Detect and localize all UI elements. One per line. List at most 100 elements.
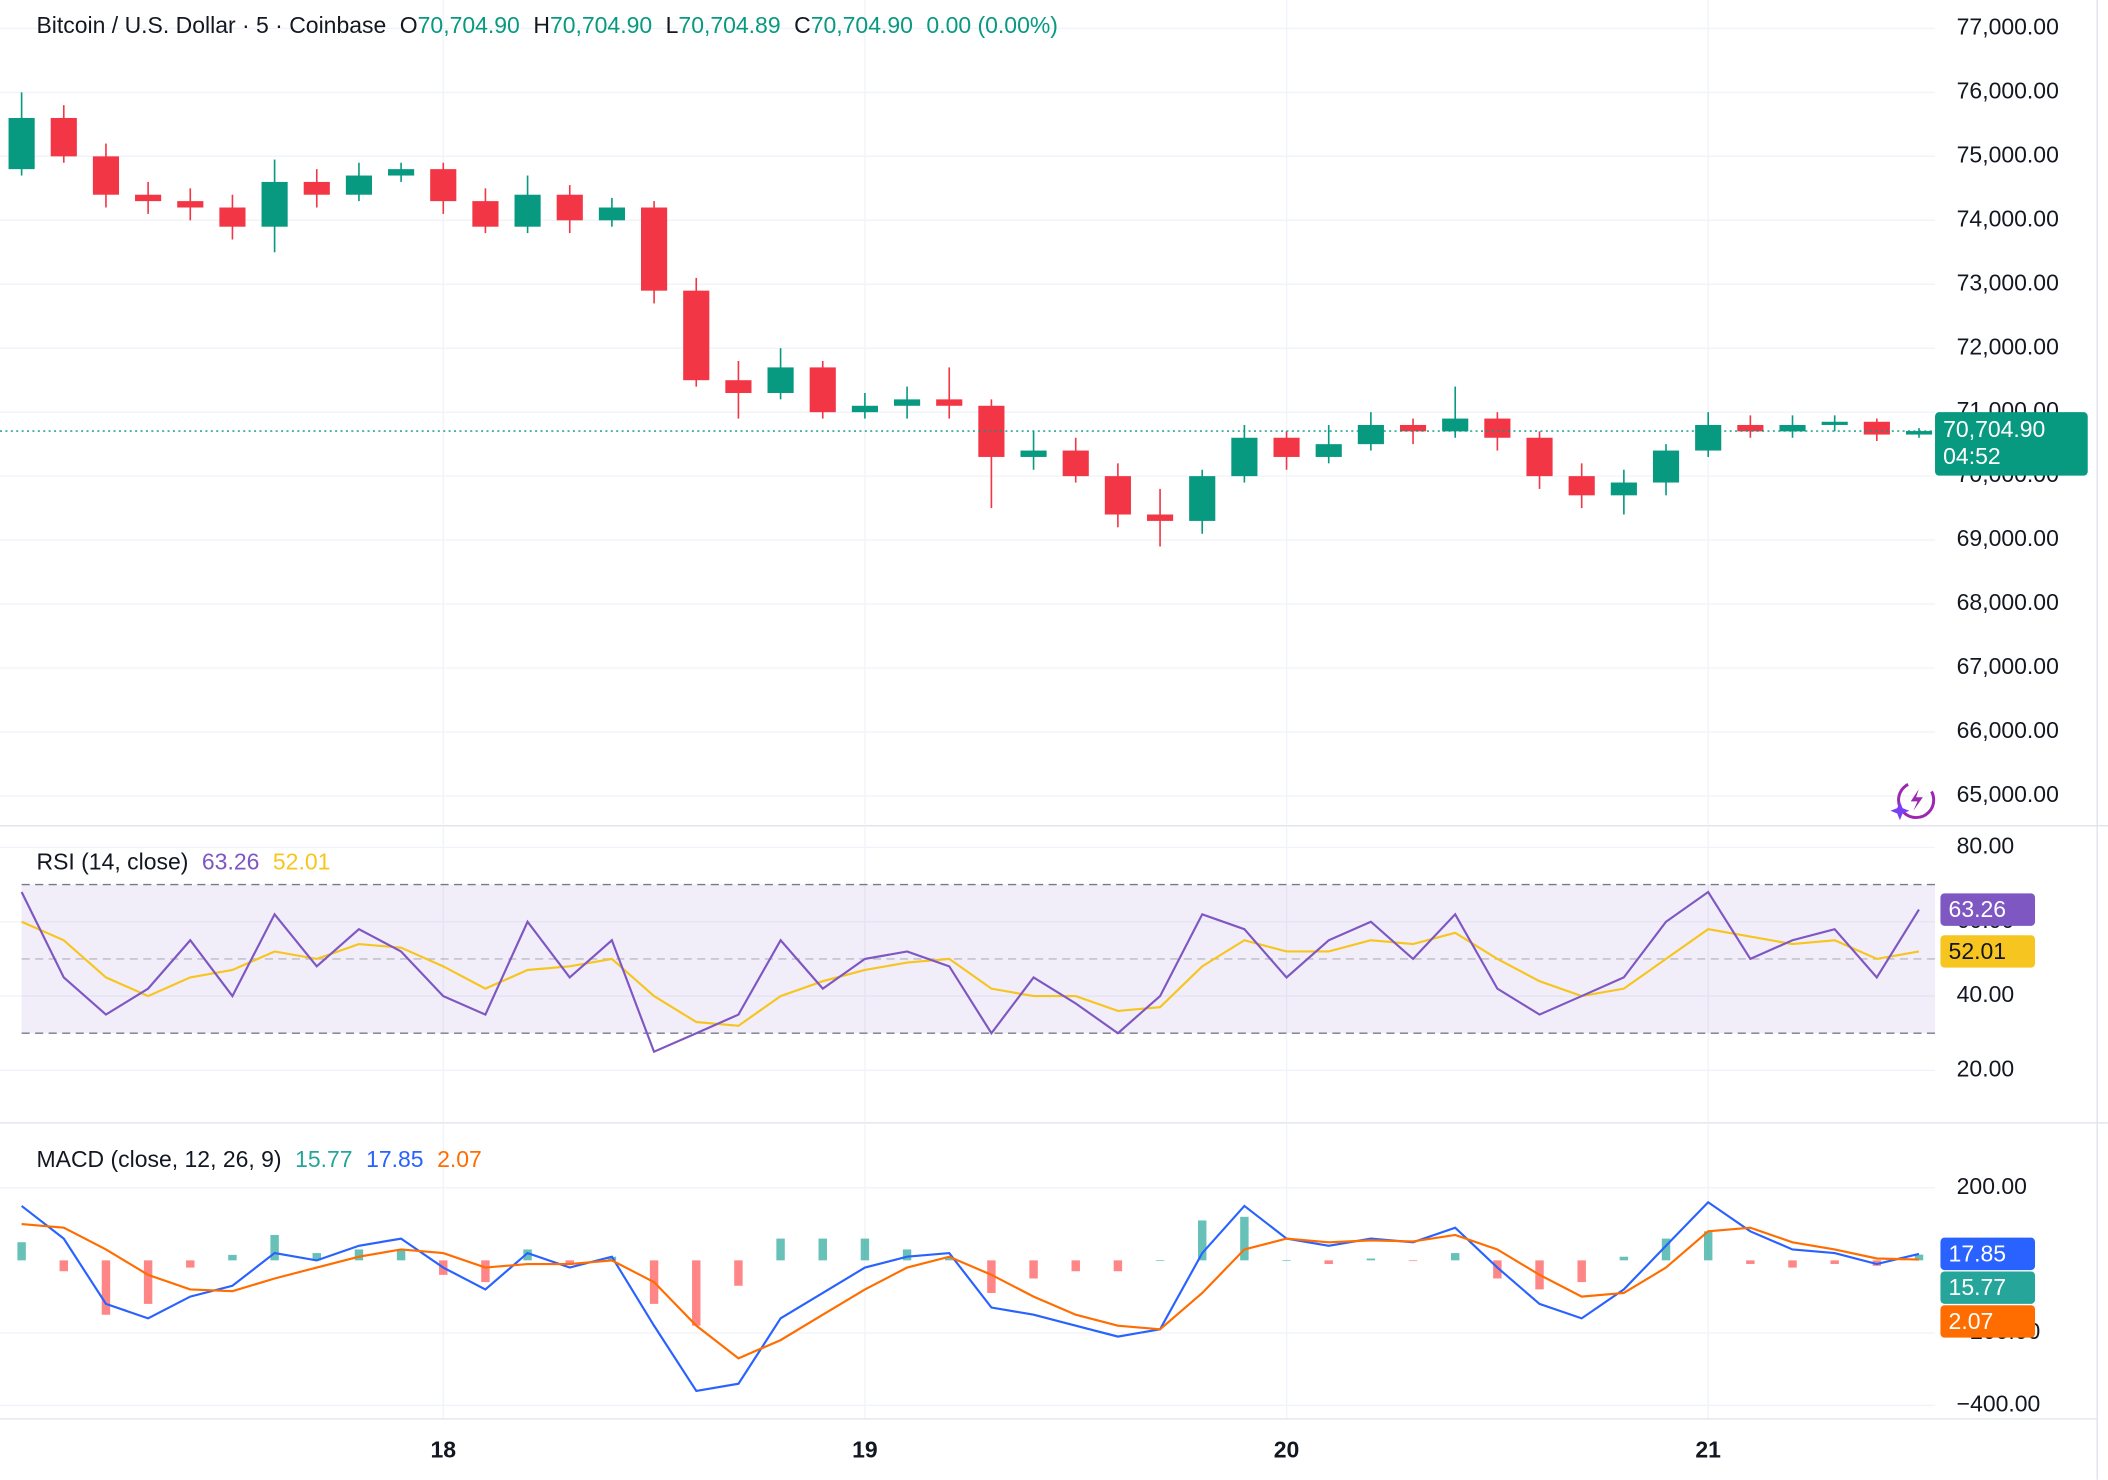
value-tag: 15.77 (1940, 1271, 2036, 1304)
value-tag-text: 52.01 (1949, 938, 2006, 964)
candle-body (1610, 482, 1637, 496)
legend-change: 0.00 (0.00%) (926, 12, 1058, 38)
histogram-bar (987, 1260, 996, 1293)
icon-bolt (1910, 789, 1923, 811)
y-tick-label: 68,000.00 (1957, 589, 2059, 615)
candle-body (1652, 450, 1680, 483)
plots (0, 92, 1936, 1393)
legend-value: 70,704.89 (678, 12, 780, 38)
candle-body (1273, 437, 1300, 457)
histogram-bar (101, 1260, 111, 1315)
candle-body (767, 367, 794, 393)
candle-body (1315, 444, 1342, 457)
legend-key: H (533, 12, 550, 38)
assistant-icon[interactable] (1890, 780, 1936, 821)
y-tick-label: 40.00 (1957, 981, 2014, 1007)
candle-body (303, 181, 330, 195)
candle-body (1779, 424, 1806, 432)
indicator-line (21, 1222, 1919, 1360)
candle-body (851, 405, 878, 413)
histogram-bar (59, 1260, 69, 1272)
value-tag-box (1940, 1305, 2036, 1338)
histogram-bar (1240, 1216, 1249, 1261)
header-legend: Bitcoin / U.S. Dollar · 5 · Coinbase O70,… (36, 12, 1057, 38)
candle-body (50, 117, 77, 157)
candle-body (893, 399, 921, 406)
candle-body (1020, 450, 1047, 457)
histogram-bar (143, 1260, 153, 1304)
candle-body (1905, 431, 1933, 435)
candle-body (1442, 418, 1469, 432)
x-tick-label: 21 (1695, 1436, 1721, 1462)
candle-body (430, 169, 457, 202)
value-tag: 2.07 (1940, 1305, 2036, 1338)
candle-body (1484, 418, 1511, 438)
y-tick-label: 74,000.00 (1957, 205, 2059, 231)
indicator-line (20, 1200, 1920, 1393)
histogram-bar (776, 1238, 785, 1261)
histogram-bar (270, 1234, 279, 1261)
y-tick-label: 66,000.00 (1957, 717, 2059, 743)
candle-body (1104, 476, 1131, 515)
candle-body (1146, 514, 1174, 521)
candle-body (1695, 424, 1722, 451)
histogram-bar (228, 1254, 237, 1261)
value-tag-box (1940, 1237, 2036, 1271)
histogram-bar (945, 1256, 954, 1261)
histogram-bar (734, 1260, 743, 1286)
candle-body (345, 175, 373, 195)
histogram-bar (1661, 1238, 1671, 1261)
icon-ring (1897, 780, 1936, 820)
histogram-bar (1408, 1260, 1418, 1262)
candle-body (1357, 424, 1384, 445)
y-tick-label: 20.00 (1957, 1055, 2014, 1081)
histogram-bar (1746, 1260, 1755, 1264)
value-tag-box (1940, 893, 2036, 926)
indicator-value: 63.26 (202, 849, 259, 875)
value-tag-text: 63.26 (1949, 896, 2006, 922)
indicator-value: 52.01 (273, 849, 330, 875)
legend-value: 70,704.90 (811, 12, 913, 38)
histogram-bar (818, 1238, 827, 1261)
y-tick-label: 75,000.00 (1957, 141, 2059, 167)
histogram-bar (1366, 1258, 1376, 1261)
value-tag-text: 2.07 (1949, 1308, 1994, 1334)
candle-body (219, 207, 246, 227)
candle-body (1526, 437, 1553, 477)
indicator-title: MACD (close, 12, 26, 9) (36, 1146, 281, 1172)
candle-body (556, 194, 583, 221)
value-tag-box (1940, 1271, 2036, 1304)
candle-body (1062, 450, 1089, 477)
histogram-bar (1113, 1260, 1123, 1272)
legend-value: 70,704.90 (550, 12, 652, 38)
icon-spark (1890, 801, 1910, 821)
value-tag-box (1940, 935, 2036, 968)
candle-body (514, 194, 541, 227)
y-tick-label: 200.00 (1957, 1173, 2027, 1199)
y-tick-label: 65,000.00 (1957, 781, 2059, 807)
candle-body (641, 207, 668, 291)
histogram-bar (692, 1260, 701, 1326)
histogram-bar (1788, 1260, 1797, 1268)
histogram-bar (1830, 1260, 1839, 1264)
indicator-value: 17.85 (366, 1146, 423, 1172)
y-tick-label: −400.00 (1957, 1391, 2041, 1417)
y-tick-label: 67,000.00 (1957, 653, 2059, 679)
x-tick-label: 20 (1274, 1436, 1300, 1462)
candle-body (472, 201, 499, 227)
candle-body (598, 207, 625, 221)
histogram-bar (396, 1249, 406, 1261)
candle-body (177, 201, 204, 208)
y-tick-label: 73,000.00 (1957, 269, 2059, 295)
indicator-line (21, 920, 1920, 1027)
x-tick-label: 18 (430, 1436, 456, 1462)
value-tag: 17.85 (1940, 1237, 2036, 1271)
histogram-bar (481, 1260, 490, 1283)
candle-body (1399, 424, 1427, 432)
candle-body (809, 367, 836, 413)
candle-body (92, 156, 120, 195)
indicator-value: 15.77 (295, 1146, 352, 1172)
histogram-bar (523, 1249, 532, 1261)
